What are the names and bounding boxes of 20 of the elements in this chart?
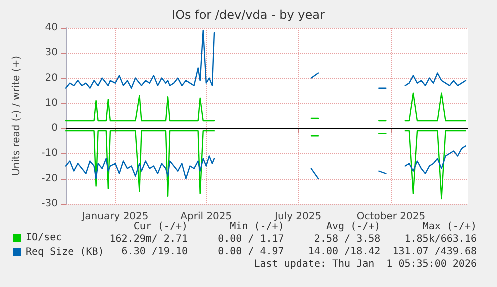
legend-label: IO/sec bbox=[26, 232, 62, 244]
y-tick-label: 30 bbox=[45, 48, 58, 59]
text: Cur (-/+) Min (-/+) Avg (-/+) Max (-/+) bbox=[134, 222, 477, 232]
x-tick-label: April 2025 bbox=[180, 212, 232, 222]
x-tick-label: July 2025 bbox=[274, 212, 322, 222]
y-tick-label: 20 bbox=[45, 72, 58, 84]
x-tick-label: October 2025 bbox=[356, 212, 426, 222]
text: 6.30 /19.10 0.00 / 4.97 14.00 /18.42 131.07 /439.68 bbox=[110, 246, 477, 258]
legend-label: Req Size (KB) bbox=[26, 247, 104, 258]
y-tick-label: -20 bbox=[42, 173, 58, 184]
x-tick-label: January 2025 bbox=[81, 212, 149, 222]
y-axis-title: Units read (-) / write (+) bbox=[12, 56, 22, 176]
y-tick-label: 0 bbox=[52, 123, 58, 134]
y-tick-label: -10 bbox=[42, 148, 58, 160]
y-tick-label: 10 bbox=[45, 98, 58, 109]
y-tick-label: 40 bbox=[45, 22, 58, 34]
y-tick-label: -30 bbox=[42, 198, 58, 210]
text: Last update: Thu Jan 1 05:35:00 2026 bbox=[254, 259, 477, 270]
text: 162.29m/ 2.71 0.00 / 1.17 2.58 / 3.58 1.85k/663.16 bbox=[110, 234, 477, 245]
chart-title: IOs for /dev/vda - by year bbox=[172, 8, 326, 22]
